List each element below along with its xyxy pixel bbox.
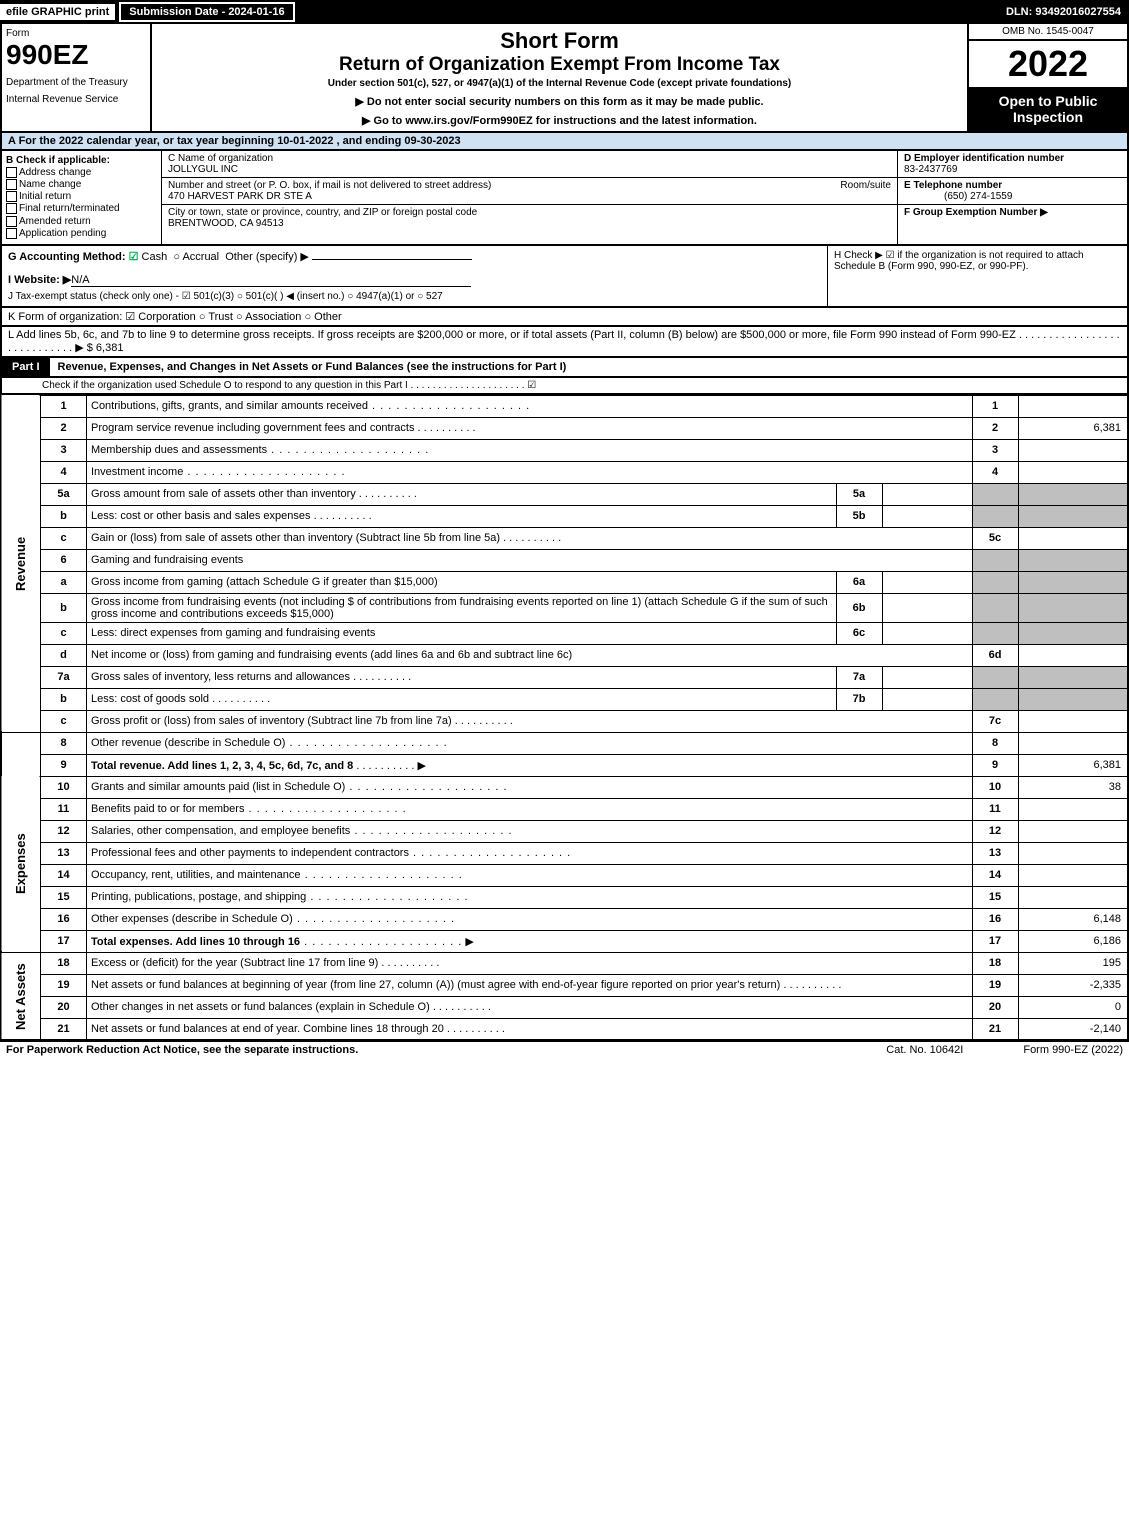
footer-left: For Paperwork Reduction Act Notice, see … [6,1044,358,1056]
goto-link[interactable]: ▶ Go to www.irs.gov/Form990EZ for instru… [156,114,963,127]
submission-date: Submission Date - 2024-01-16 [119,2,294,22]
form-number: 990EZ [6,39,146,71]
expenses-side-label: Expenses [1,776,41,952]
top-bar: efile GRAPHIC print Submission Date - 20… [0,0,1129,24]
section-b-through-f: B Check if applicable: Address change Na… [0,151,1129,246]
checkbox-icon[interactable] [6,191,17,202]
footer-mid: Cat. No. 10642I [886,1044,963,1056]
checkbox-icon[interactable] [6,216,17,227]
street: 470 HARVEST PARK DR STE A [168,191,312,202]
e-row: E Telephone number (650) 274-1559 [898,178,1127,205]
room-label: Room/suite [840,180,891,191]
j-line: J Tax-exempt status (check only one) - ☑… [8,291,821,302]
part-i-header: Part I Revenue, Expenses, and Changes in… [0,358,1129,378]
line-a: A For the 2022 calendar year, or tax yea… [0,133,1129,151]
column-g: G Accounting Method: ☑ Cash ○ Accrual Ot… [2,246,827,306]
d-row: D Employer identification number 83-2437… [898,151,1127,178]
footer-right: Form 990-EZ (2022) [1023,1044,1123,1056]
checkbox-icon[interactable] [6,167,17,178]
org-name-row: C Name of organization JOLLYGUL INC [162,151,897,178]
header-left: Form 990EZ Department of the Treasury In… [2,24,152,131]
part-i-label: Part I [2,358,50,376]
city-label: City or town, state or province, country… [168,207,477,218]
column-b: B Check if applicable: Address change Na… [2,151,162,244]
e-label: E Telephone number [904,180,1002,191]
tax-year: 2022 [969,41,1127,87]
chk-final: Final return/terminated [6,203,157,214]
d-label: D Employer identification number [904,153,1064,164]
short-form-title: Short Form [156,28,963,54]
chk-address: Address change [6,167,157,178]
street-label: Number and street (or P. O. box, if mail… [168,180,491,191]
netassets-side-label: Net Assets [1,952,41,1040]
chk-amended: Amended return [6,216,157,227]
i-line: I Website: ▶N/A [8,273,821,287]
dln: DLN: 93492016027554 [998,4,1129,20]
header-center: Short Form Return of Organization Exempt… [152,24,967,131]
chk-pending: Application pending [6,228,157,239]
f-row: F Group Exemption Number ▶ [898,205,1127,220]
dept: Department of the Treasury [6,77,146,88]
open-public: Open to Public Inspection [969,87,1127,131]
l-line: L Add lines 5b, 6c, and 7b to line 9 to … [0,327,1129,358]
ein: 83-2437769 [904,164,957,175]
city: BRENTWOOD, CA 94513 [168,218,284,229]
g-line: G Accounting Method: ☑ Cash ○ Accrual Ot… [8,250,821,263]
check-icon: ☑ [129,250,139,263]
checkbox-icon[interactable] [6,228,17,239]
column-h: H Check ▶ ☑ if the organization is not r… [827,246,1127,306]
city-row: City or town, state or province, country… [162,205,897,231]
checkbox-icon[interactable] [6,179,17,190]
website-value: N/A [71,274,471,287]
b-title: B Check if applicable: [6,155,110,166]
street-row: Number and street (or P. O. box, if mail… [162,178,897,205]
k-line: K Form of organization: ☑ Corporation ○ … [0,308,1129,327]
column-def: D Employer identification number 83-2437… [897,151,1127,244]
f-label: F Group Exemption Number ▶ [904,207,1048,218]
column-c: C Name of organization JOLLYGUL INC Numb… [162,151,897,244]
chk-initial: Initial return [6,191,157,202]
part-i-title: Revenue, Expenses, and Changes in Net As… [50,359,1127,375]
phone: (650) 274-1559 [904,191,1012,202]
part-i-sub: Check if the organization used Schedule … [0,378,1129,395]
form-header: Form 990EZ Department of the Treasury In… [0,24,1129,133]
checkbox-icon[interactable] [6,203,17,214]
section-g-h: G Accounting Method: ☑ Cash ○ Accrual Ot… [0,246,1129,308]
org-name: JOLLYGUL INC [168,164,238,175]
omb-number: OMB No. 1545-0047 [969,24,1127,41]
form-word: Form [6,28,146,39]
return-title: Return of Organization Exempt From Incom… [156,54,963,76]
no-ssn: ▶ Do not enter social security numbers o… [156,95,963,108]
efile-label: efile GRAPHIC print [0,4,115,20]
revenue-side-label: Revenue [1,395,41,732]
c-label: C Name of organization [168,153,273,164]
revenue-expenses-table: Revenue 1 Contributions, gifts, grants, … [0,395,1129,1042]
other-specify-line[interactable] [312,259,472,260]
chk-name: Name change [6,179,157,190]
irs: Internal Revenue Service [6,94,146,105]
header-right: OMB No. 1545-0047 2022 Open to Public In… [967,24,1127,131]
under-section: Under section 501(c), 527, or 4947(a)(1)… [156,78,963,89]
page-footer: For Paperwork Reduction Act Notice, see … [0,1041,1129,1058]
